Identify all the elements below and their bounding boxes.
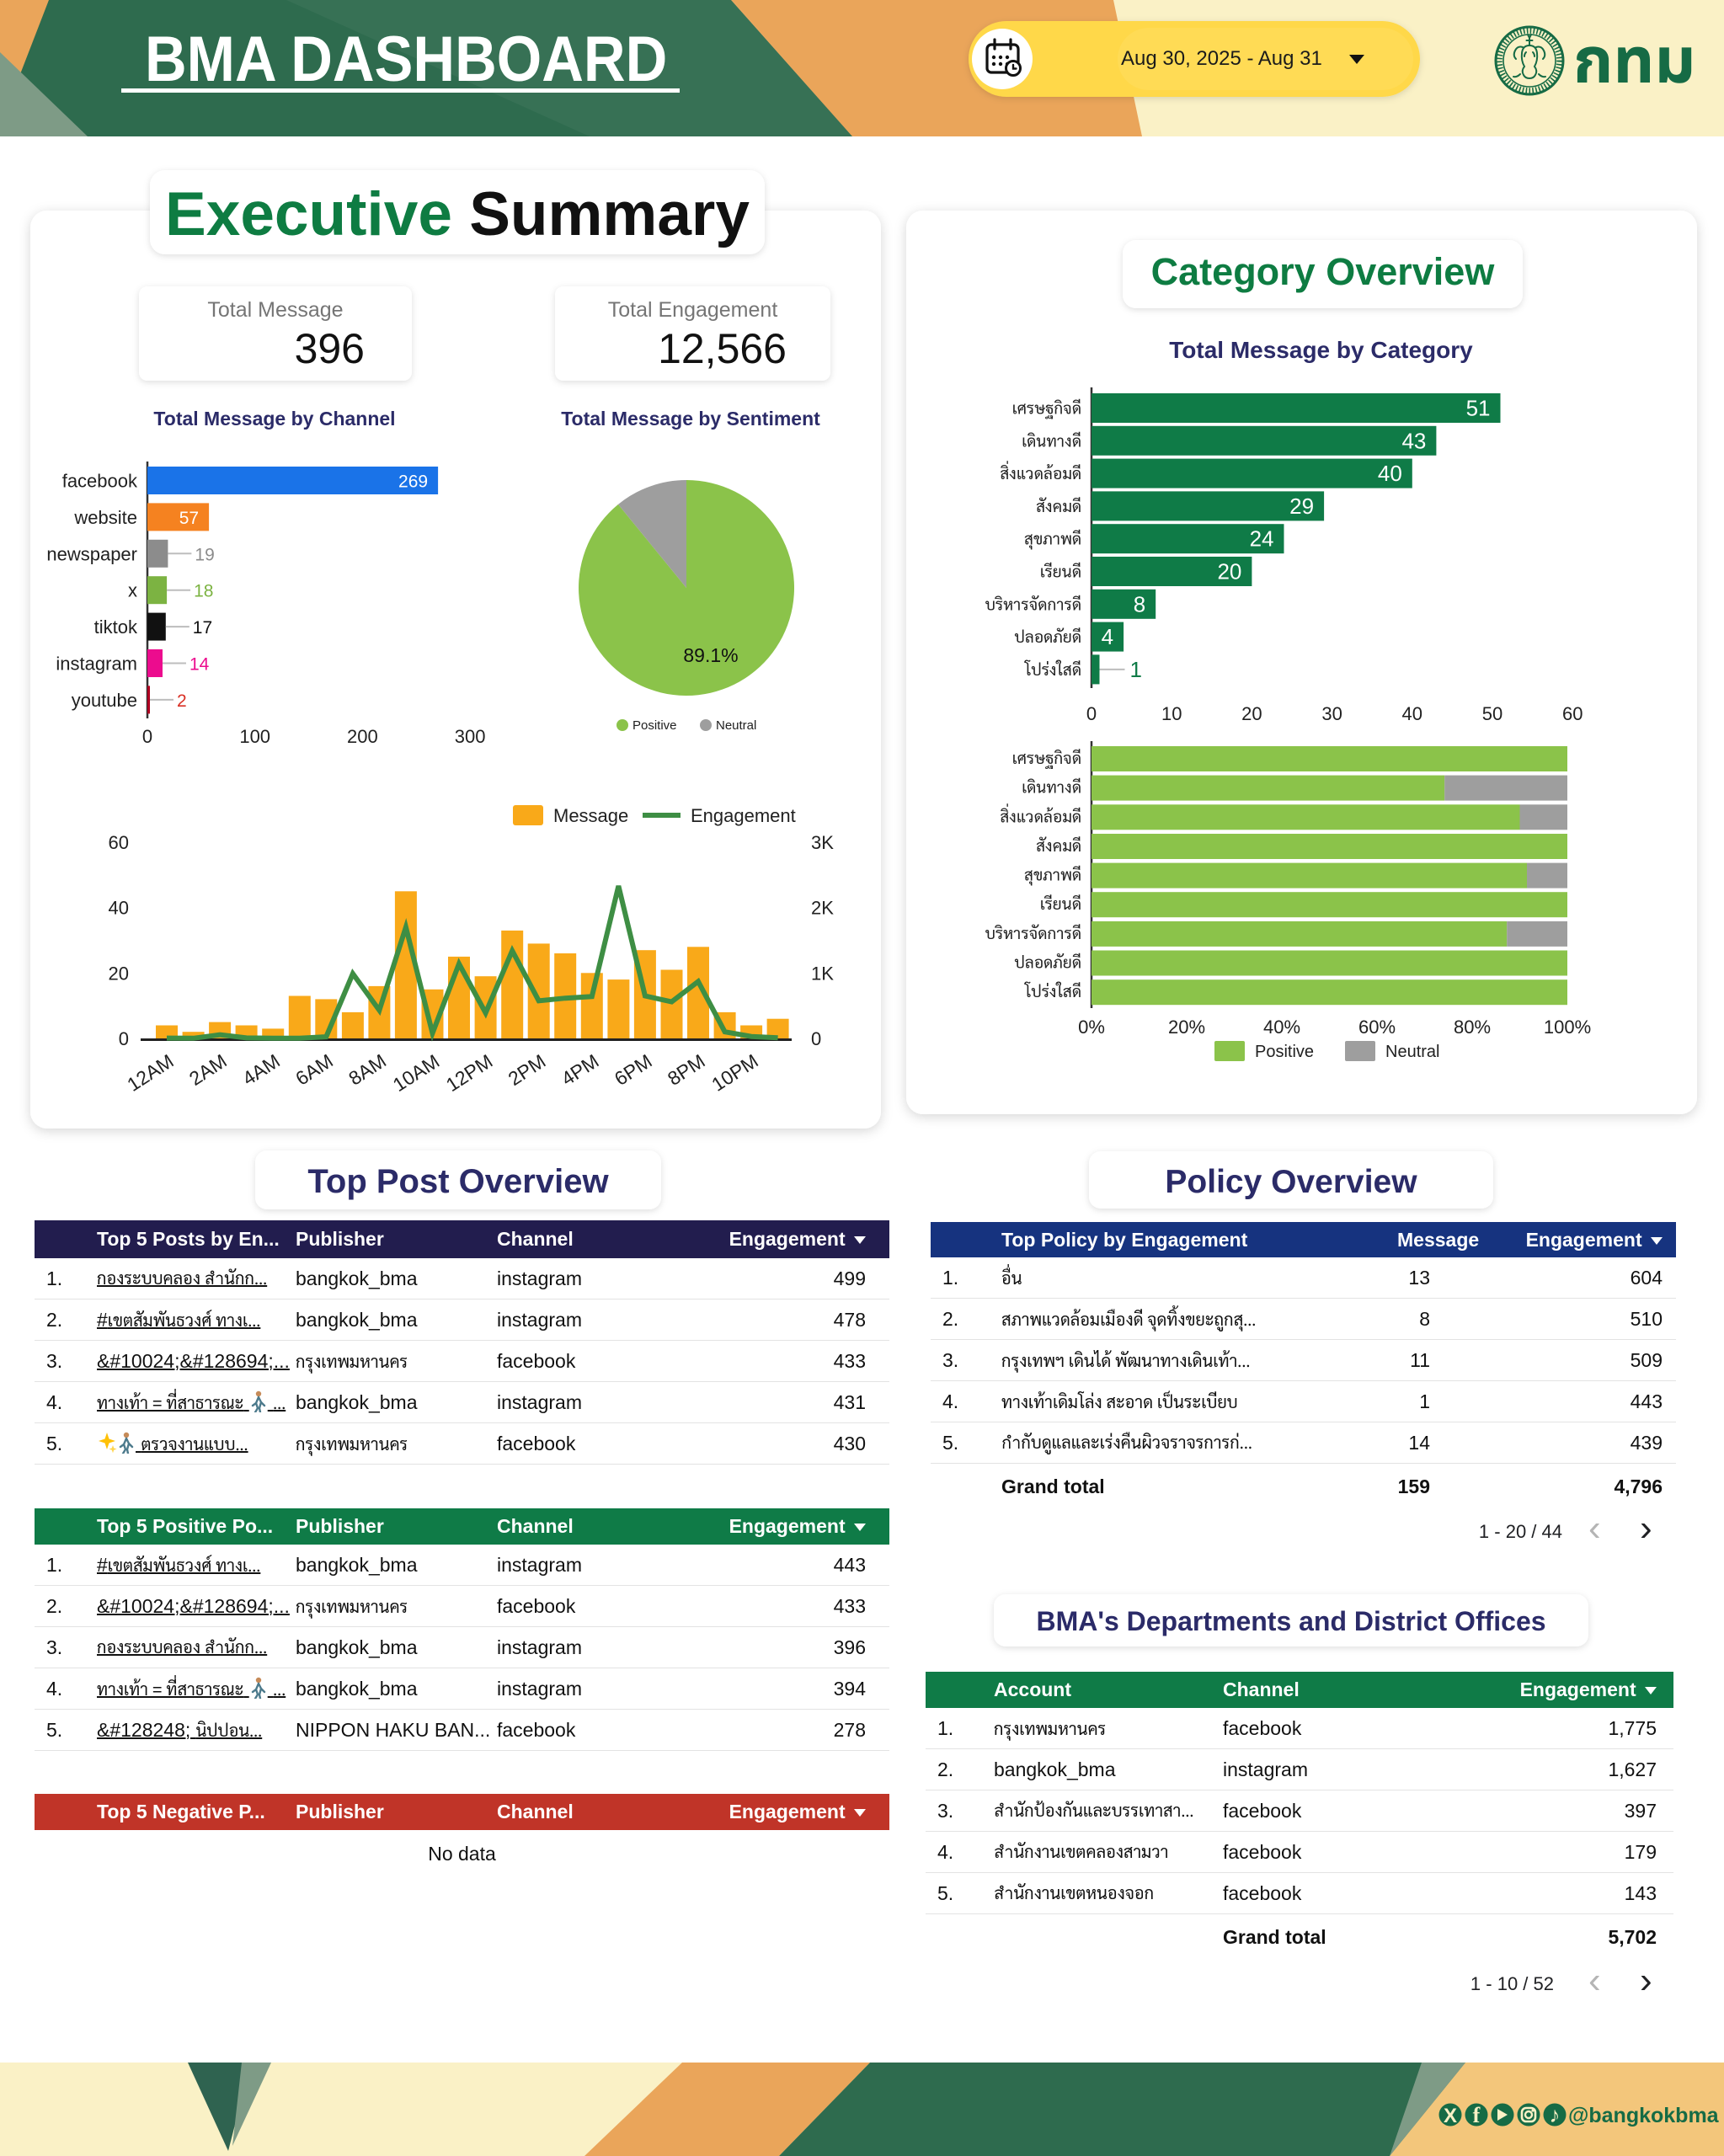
- svg-text:instagram: instagram: [56, 654, 137, 675]
- svg-text:Engagement: Engagement: [691, 805, 796, 826]
- svg-text:0%: 0%: [1078, 1017, 1105, 1038]
- svg-text:2: 2: [177, 691, 187, 711]
- svg-text:4: 4: [1102, 624, 1113, 649]
- svg-text:80%: 80%: [1454, 1017, 1491, 1038]
- svg-text:40: 40: [1402, 703, 1422, 724]
- svg-text:X: X: [1444, 2105, 1457, 2127]
- svg-text:เดินทางดี: เดินทางดี: [1022, 777, 1081, 798]
- svg-text:เดินทางดี: เดินทางดี: [1022, 430, 1081, 451]
- svg-text:0: 0: [119, 1028, 129, 1049]
- svg-text:facebook: facebook: [62, 471, 138, 492]
- svg-text:30: 30: [1321, 703, 1342, 724]
- svg-text:89.1%: 89.1%: [683, 644, 738, 666]
- svg-text:x: x: [128, 580, 137, 601]
- svg-text:60: 60: [109, 832, 129, 853]
- svg-text:100%: 100%: [1544, 1017, 1591, 1038]
- svg-text:เรียนดี: เรียนดี: [1040, 562, 1081, 582]
- svg-text:100: 100: [239, 726, 270, 747]
- svg-text:เศรษฐกิจดี: เศรษฐกิจดี: [1012, 398, 1081, 420]
- svg-text:20: 20: [1241, 703, 1262, 724]
- svg-text:300: 300: [455, 726, 486, 747]
- svg-text:269: 269: [398, 472, 428, 492]
- svg-text:50: 50: [1482, 703, 1502, 724]
- svg-text:10: 10: [1161, 703, 1182, 724]
- svg-text:Neutral: Neutral: [716, 718, 756, 733]
- svg-text:f: f: [1473, 2103, 1481, 2127]
- svg-text:40%: 40%: [1263, 1017, 1300, 1038]
- svg-text:@bangkokbma: @bangkokbma: [1568, 2104, 1720, 2127]
- svg-text:บริหารจัดการดี: บริหารจัดการดี: [985, 594, 1081, 614]
- svg-text:Message: Message: [553, 805, 628, 826]
- svg-text:51: 51: [1466, 396, 1491, 421]
- svg-text:0: 0: [1086, 703, 1097, 724]
- svg-text:24: 24: [1250, 526, 1274, 552]
- svg-text:สุขภาพดี: สุขภาพดี: [1024, 529, 1081, 551]
- svg-text:สังคมดี: สังคมดี: [1036, 835, 1081, 856]
- svg-text:1K: 1K: [811, 963, 834, 984]
- svg-text:ปลอดภัยดี: ปลอดภัยดี: [1014, 627, 1081, 647]
- svg-text:40: 40: [1378, 461, 1402, 486]
- svg-text:tiktok: tiktok: [94, 616, 138, 638]
- svg-text:0: 0: [142, 726, 152, 747]
- svg-text:8: 8: [1134, 591, 1145, 616]
- svg-text:Positive: Positive: [632, 718, 677, 733]
- svg-text:3K: 3K: [811, 832, 834, 853]
- svg-text:ปลอดภัยดี: ปลอดภัยดี: [1014, 953, 1081, 973]
- svg-text:0: 0: [811, 1028, 821, 1049]
- svg-text:20: 20: [109, 963, 129, 984]
- svg-text:โปร่งใสดี: โปร่งใสดี: [1024, 659, 1081, 680]
- svg-text:17: 17: [193, 618, 212, 638]
- svg-text:20: 20: [1217, 559, 1241, 584]
- svg-text:Positive: Positive: [1255, 1043, 1314, 1061]
- svg-text:200: 200: [347, 726, 378, 747]
- svg-text:2K: 2K: [811, 898, 834, 919]
- svg-text:เรียนดี: เรียนดี: [1040, 894, 1081, 914]
- svg-text:14: 14: [189, 655, 210, 675]
- svg-text:43: 43: [1401, 428, 1426, 453]
- svg-text:newspaper: newspaper: [46, 543, 137, 564]
- svg-text:สิ่งแวดล้อมดี: สิ่งแวดล้อมดี: [1000, 461, 1081, 483]
- svg-text:เศรษฐกิจดี: เศรษฐกิจดี: [1012, 748, 1081, 770]
- svg-text:18: 18: [194, 582, 213, 601]
- svg-text:สังคมดี: สังคมดี: [1036, 496, 1081, 516]
- svg-text:สิ่งแวดล้อมดี: สิ่งแวดล้อมดี: [1000, 803, 1081, 826]
- svg-text:Neutral: Neutral: [1385, 1043, 1439, 1061]
- svg-text:สุขภาพดี: สุขภาพดี: [1024, 865, 1081, 887]
- svg-text:57: 57: [179, 509, 199, 528]
- svg-text:♪: ♪: [1550, 2102, 1561, 2127]
- svg-text:youtube: youtube: [72, 690, 137, 711]
- svg-text:40: 40: [109, 898, 129, 919]
- svg-text:20%: 20%: [1168, 1017, 1205, 1038]
- svg-text:60: 60: [1562, 703, 1583, 724]
- svg-text:บริหารจัดการดี: บริหารจัดการดี: [985, 923, 1081, 943]
- svg-text:website: website: [73, 507, 137, 528]
- svg-text:29: 29: [1289, 494, 1314, 519]
- svg-text:1: 1: [1130, 657, 1142, 682]
- svg-text:19: 19: [195, 545, 214, 564]
- svg-text:60%: 60%: [1358, 1017, 1396, 1038]
- svg-text:โปร่งใสดี: โปร่งใสดี: [1024, 981, 1081, 1001]
